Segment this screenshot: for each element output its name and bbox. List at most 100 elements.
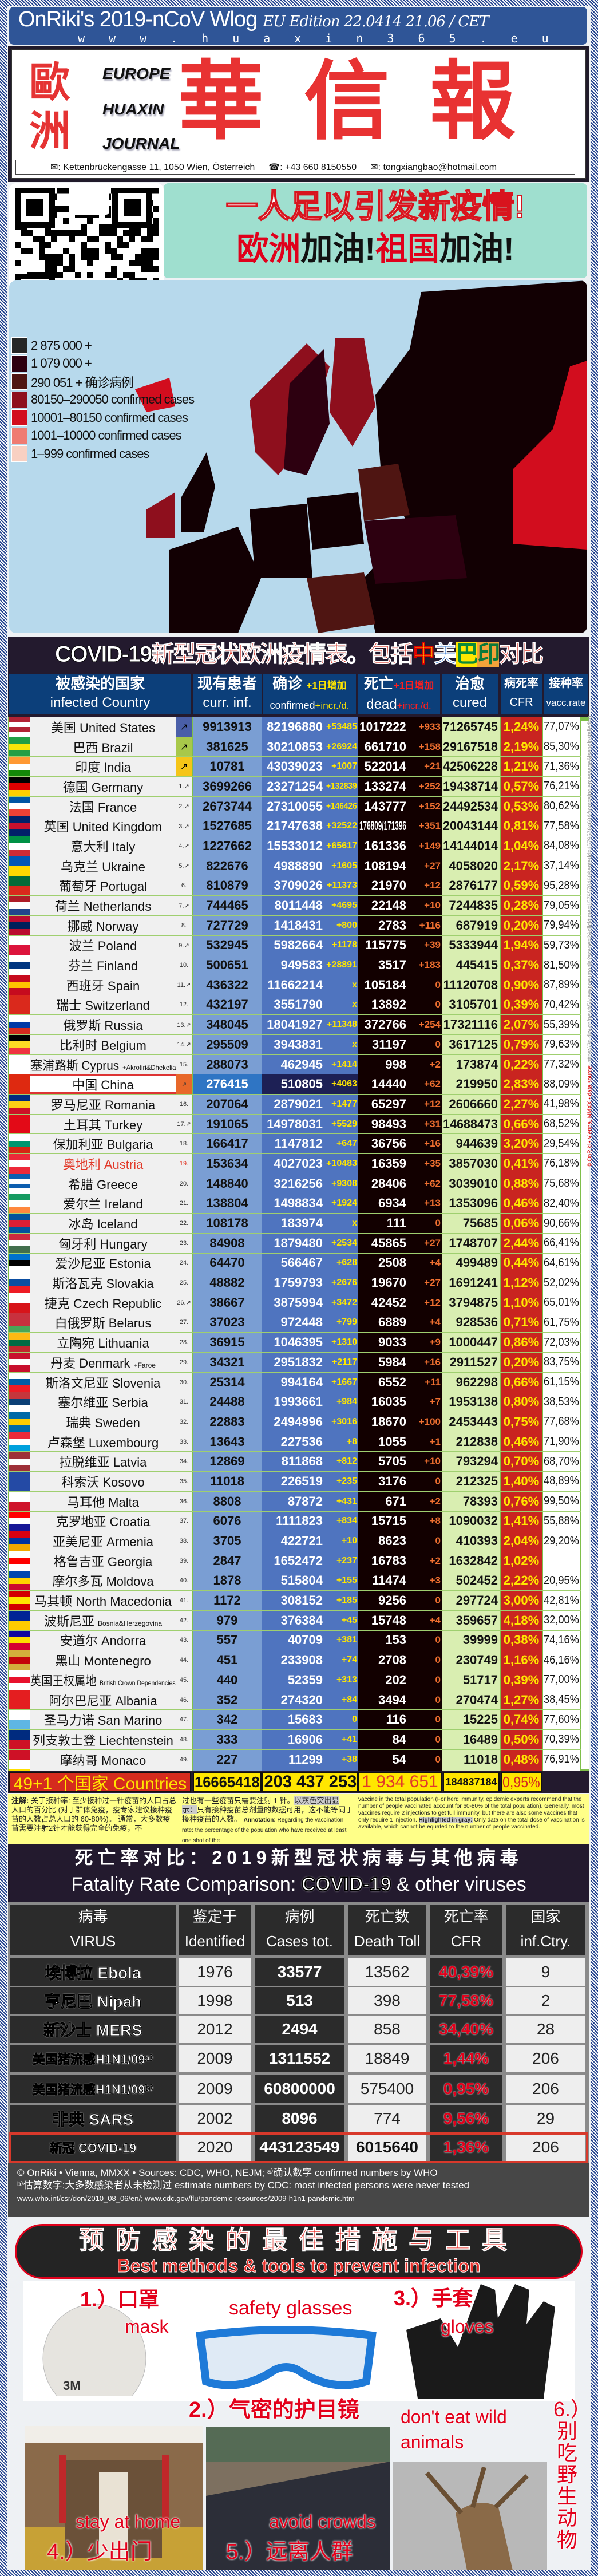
confirmed: 1993661: [262, 1392, 325, 1412]
cell-content: 1046395: [274, 1335, 323, 1350]
table-row: 土耳其 Turkey 17.↗ 191065 14978031 +5529 98493 +3…: [8, 1114, 589, 1135]
cell-content: +3016: [331, 1416, 357, 1427]
cell-content: 8011448: [274, 898, 323, 913]
cell-content: 138804: [206, 1196, 248, 1211]
country-flag-icon: [9, 1253, 30, 1273]
cell-content: 502452: [456, 1573, 498, 1588]
cell-content: 443123549: [259, 2138, 340, 2156]
cell-content: 575400: [360, 2080, 414, 2097]
country-flag-icon: [9, 1551, 30, 1571]
table-row: 保加利亚 Bulgaria 18. 166417 1147812 +647 36756 +1…: [8, 1134, 589, 1155]
cell-content: 32.: [179, 1418, 189, 1425]
table-row: 英国王权属地 British Crown Dependencies 45. 440 5…: [8, 1670, 589, 1690]
cell-content: 1311552: [268, 2049, 331, 2067]
side-credit-url[interactable]: https://3g.dxy.cn/newh5/view/pneumonia?s…: [587, 716, 593, 1063]
current-infected: 6076: [193, 1511, 262, 1531]
cell-content: 葡萄牙 Portugal: [59, 876, 147, 895]
case-fatality-rate: 0,38%: [501, 1630, 542, 1650]
deaths-increase: 0: [410, 1630, 442, 1650]
death-toll: 18849: [348, 2045, 426, 2072]
death-toll: 13562: [348, 1958, 426, 1986]
country-flag-icon: [9, 1472, 30, 1491]
vaccination-rate: 37,14%: [543, 856, 580, 876]
gloves-image: [395, 2284, 567, 2399]
cured: 2876177: [442, 876, 500, 896]
annotation-en-label: Annotation:: [243, 1817, 276, 1823]
covid-highlight-frame: [9, 2132, 588, 2163]
cell-content: 法国 France: [69, 797, 137, 816]
vaccination-rate: 70,42%: [543, 995, 580, 1015]
cell-content: 亨尼巴 Nipah: [44, 1993, 142, 2011]
cured: 1000447: [442, 1333, 500, 1352]
email-address[interactable]: tongxiangbao@hotmail.com: [383, 163, 497, 172]
confirmed: 11299: [262, 1749, 325, 1769]
table-row: 斯洛瓦克 Slovakia 25. 48882 1759793 +2676 19670 +2…: [8, 1273, 589, 1293]
header-current-en: curr. inf.: [203, 695, 252, 710]
totals-cured: 184837184: [443, 1772, 500, 1792]
phone-number[interactable]: +43 660 8150550: [285, 163, 357, 172]
current-infected: 500651: [193, 955, 262, 975]
header-cured: 治愈 cured: [442, 674, 498, 714]
deaths: 3176: [358, 1472, 410, 1491]
footnote-links[interactable]: www.who.int/csr/don/2010_08_06/en/; www.…: [17, 2194, 355, 2203]
vaccination-rate: 75,68%: [543, 1174, 580, 1194]
cured: 71265745: [442, 717, 500, 737]
cell-content: 1691241: [449, 1275, 498, 1290]
year-identified: 2012: [179, 2016, 251, 2043]
case-fatality-rate: 1,12%: [501, 1273, 542, 1293]
map-region-uk: [181, 452, 215, 532]
deaths: 11474: [358, 1571, 410, 1591]
cured: 212838: [442, 1432, 500, 1452]
cell-content: +1477: [331, 1099, 357, 1109]
country-name-text: 丹麦 Denmark: [50, 1356, 130, 1370]
vaccination-rate: 88,09%: [543, 1074, 580, 1095]
vaccination-rate: [543, 1551, 580, 1571]
cell-content: 0,53%: [503, 799, 540, 813]
prevention-title-cn: 预防感染的最佳措施与工具: [79, 2226, 518, 2255]
cell-content: +16: [424, 1356, 441, 1368]
case-fatality-rate: 0,20%: [501, 915, 542, 935]
cell-content: ↗: [180, 762, 188, 772]
annotation-en-text: Regarding the vaccination rate: the perc…: [182, 1817, 347, 1844]
website-url[interactable]: www.huaxin365.eu: [78, 32, 587, 45]
cell-content: 87872: [287, 1494, 323, 1508]
cell-content: 227536: [280, 1434, 323, 1449]
annotation-en-2: vaccine in the total population (For her…: [358, 1796, 586, 1842]
deaths: 14440: [358, 1074, 410, 1095]
map-region-france: [169, 527, 261, 633]
cell-content: ↗: [180, 742, 188, 752]
cell-content: 18.: [179, 1140, 189, 1148]
rank-trend: 46.: [176, 1690, 192, 1710]
cell-content: 207064: [206, 1096, 248, 1111]
cell-content: 2009: [197, 2049, 233, 2067]
deaths: 16359: [358, 1154, 410, 1174]
rank-trend: 39.: [176, 1551, 192, 1571]
country-flag-icon: [9, 1531, 30, 1551]
vaccination-rate: 20,95%: [543, 1571, 580, 1591]
current-infected: 979: [193, 1610, 262, 1630]
country-flag-icon: [9, 1353, 30, 1372]
cell-content: 瑞典 Sweden: [66, 1413, 140, 1431]
fatality-header-cn: 鉴定于: [192, 1909, 237, 1926]
fatality-title-en-a: Fatality Rate Comparison:: [71, 1874, 302, 1895]
deaths-increase: +62: [410, 1174, 442, 1194]
country-flag-icon: [9, 1313, 30, 1333]
cell-content: 0,81%: [503, 819, 540, 833]
cell-content: 德国 Germany: [63, 777, 144, 796]
fatality-header-cn: 死亡数: [365, 1909, 410, 1926]
website-url-text[interactable]: www.huaxin365.eu: [78, 31, 573, 45]
country-name-text: 意大利 Italy: [70, 839, 136, 854]
cell-content: +2: [429, 1495, 441, 1507]
current-infected: 148840: [193, 1174, 262, 1194]
vaccination-rate: 41,98%: [543, 1095, 580, 1114]
country-name-text: 爱沙尼亚 Estonia: [55, 1257, 151, 1271]
cell-content: 2508: [378, 1255, 406, 1270]
cell-content: 0,90%: [503, 977, 540, 992]
cell-content: 381625: [206, 739, 248, 754]
cell-content: 84,08%: [544, 839, 579, 852]
confirmed-increase: +11373: [325, 876, 358, 896]
country-flag-icon: [9, 1392, 30, 1412]
case-fatality-rate: 1,21%: [501, 757, 542, 777]
cell-content: 黑山 Montenegro: [55, 1651, 151, 1669]
deaths-increase: +39: [410, 935, 442, 955]
